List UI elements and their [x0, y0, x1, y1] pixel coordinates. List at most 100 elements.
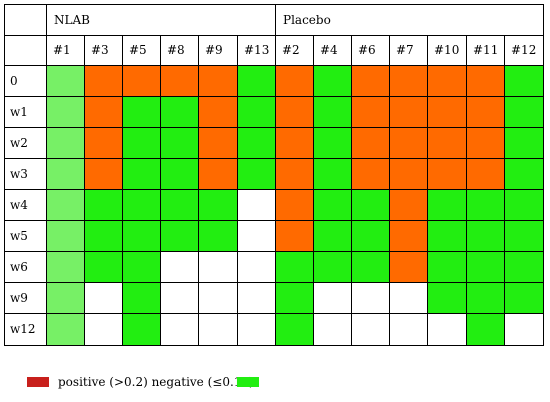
column-header: #3 — [91, 43, 109, 57]
status-cell — [389, 65, 427, 96]
status-cell — [389, 96, 427, 127]
status-cell — [122, 220, 160, 251]
grid-line — [427, 35, 428, 346]
legend: positive (>0.2) negative (≤0.19) — [0, 360, 550, 400]
status-cell — [84, 189, 122, 220]
group-header: NLAB — [54, 12, 90, 27]
status-cell — [275, 282, 313, 313]
row-label: 0 — [10, 73, 18, 88]
grid-line — [4, 4, 544, 5]
grid-line — [4, 220, 544, 221]
status-cell — [122, 127, 160, 158]
status-cell — [160, 282, 198, 313]
status-cell — [46, 189, 84, 220]
status-cell — [313, 96, 351, 127]
status-cell — [351, 189, 389, 220]
positive-swatch — [27, 377, 49, 387]
status-cell — [427, 96, 466, 127]
status-cell — [504, 251, 543, 282]
status-cell — [313, 220, 351, 251]
status-cell — [275, 189, 313, 220]
status-cell — [46, 65, 84, 96]
status-cell — [504, 65, 543, 96]
status-cell — [313, 127, 351, 158]
column-header: #9 — [205, 43, 223, 57]
status-cell — [122, 96, 160, 127]
status-cell — [237, 189, 275, 220]
negative-swatch — [237, 377, 259, 387]
grid-line — [275, 4, 276, 346]
status-cell — [466, 282, 504, 313]
grid-line — [4, 65, 544, 66]
status-cell — [198, 127, 237, 158]
status-cell — [46, 158, 84, 189]
grid-line — [4, 313, 544, 314]
status-cell — [198, 65, 237, 96]
status-cell — [198, 282, 237, 313]
group-header: Placebo — [283, 12, 331, 27]
status-cell — [427, 189, 466, 220]
status-cell — [466, 220, 504, 251]
legend-text: positive (>0.2) negative (≤0.19) — [58, 375, 254, 389]
grid-line — [46, 4, 47, 346]
status-cell — [389, 313, 427, 345]
column-header: #6 — [358, 43, 376, 57]
status-cell — [466, 313, 504, 345]
status-cell — [351, 251, 389, 282]
status-cell — [504, 189, 543, 220]
status-cell — [84, 282, 122, 313]
status-cell — [427, 127, 466, 158]
status-cell — [122, 313, 160, 345]
status-cell — [389, 158, 427, 189]
status-cell — [427, 313, 466, 345]
status-cell — [122, 65, 160, 96]
grid-line — [4, 282, 544, 283]
grid-line — [4, 158, 544, 159]
grid-line — [84, 35, 85, 346]
status-cell — [237, 96, 275, 127]
status-cell — [275, 96, 313, 127]
grid-line — [4, 96, 544, 97]
status-cell — [275, 251, 313, 282]
status-cell — [122, 158, 160, 189]
grid-line — [4, 189, 544, 190]
status-cell — [198, 96, 237, 127]
row-label: w5 — [10, 228, 28, 243]
status-cell — [466, 251, 504, 282]
status-cell — [46, 96, 84, 127]
status-cell — [160, 158, 198, 189]
status-cell — [160, 220, 198, 251]
status-cell — [275, 158, 313, 189]
status-cell — [46, 282, 84, 313]
status-cell — [122, 251, 160, 282]
grid-line — [543, 4, 544, 346]
row-label: w3 — [10, 166, 28, 181]
column-header: #2 — [282, 43, 300, 57]
status-cell — [351, 220, 389, 251]
status-cell — [237, 127, 275, 158]
status-cell — [427, 282, 466, 313]
status-cell — [427, 251, 466, 282]
status-cell — [313, 313, 351, 345]
status-cell — [351, 65, 389, 96]
status-cell — [313, 282, 351, 313]
status-cell — [275, 313, 313, 345]
status-cell — [466, 96, 504, 127]
status-cell — [351, 158, 389, 189]
grid-line — [351, 35, 352, 346]
grid-line — [4, 345, 544, 346]
grid-line — [313, 35, 314, 346]
status-cell — [160, 251, 198, 282]
status-cell — [275, 65, 313, 96]
status-cell — [504, 282, 543, 313]
status-cell — [122, 282, 160, 313]
results-table: 0 w1 w2 w3 w4 w5 w6 w9 w12 #1 #3 #5 #8 #9 #13 #2 #4 #6 #7 #… — [4, 4, 544, 346]
status-cell — [122, 189, 160, 220]
status-cell — [46, 220, 84, 251]
status-cell — [313, 158, 351, 189]
grid-line — [198, 35, 199, 346]
status-cell — [84, 127, 122, 158]
status-cell — [237, 158, 275, 189]
row-label: w1 — [10, 104, 28, 119]
status-cell — [389, 220, 427, 251]
